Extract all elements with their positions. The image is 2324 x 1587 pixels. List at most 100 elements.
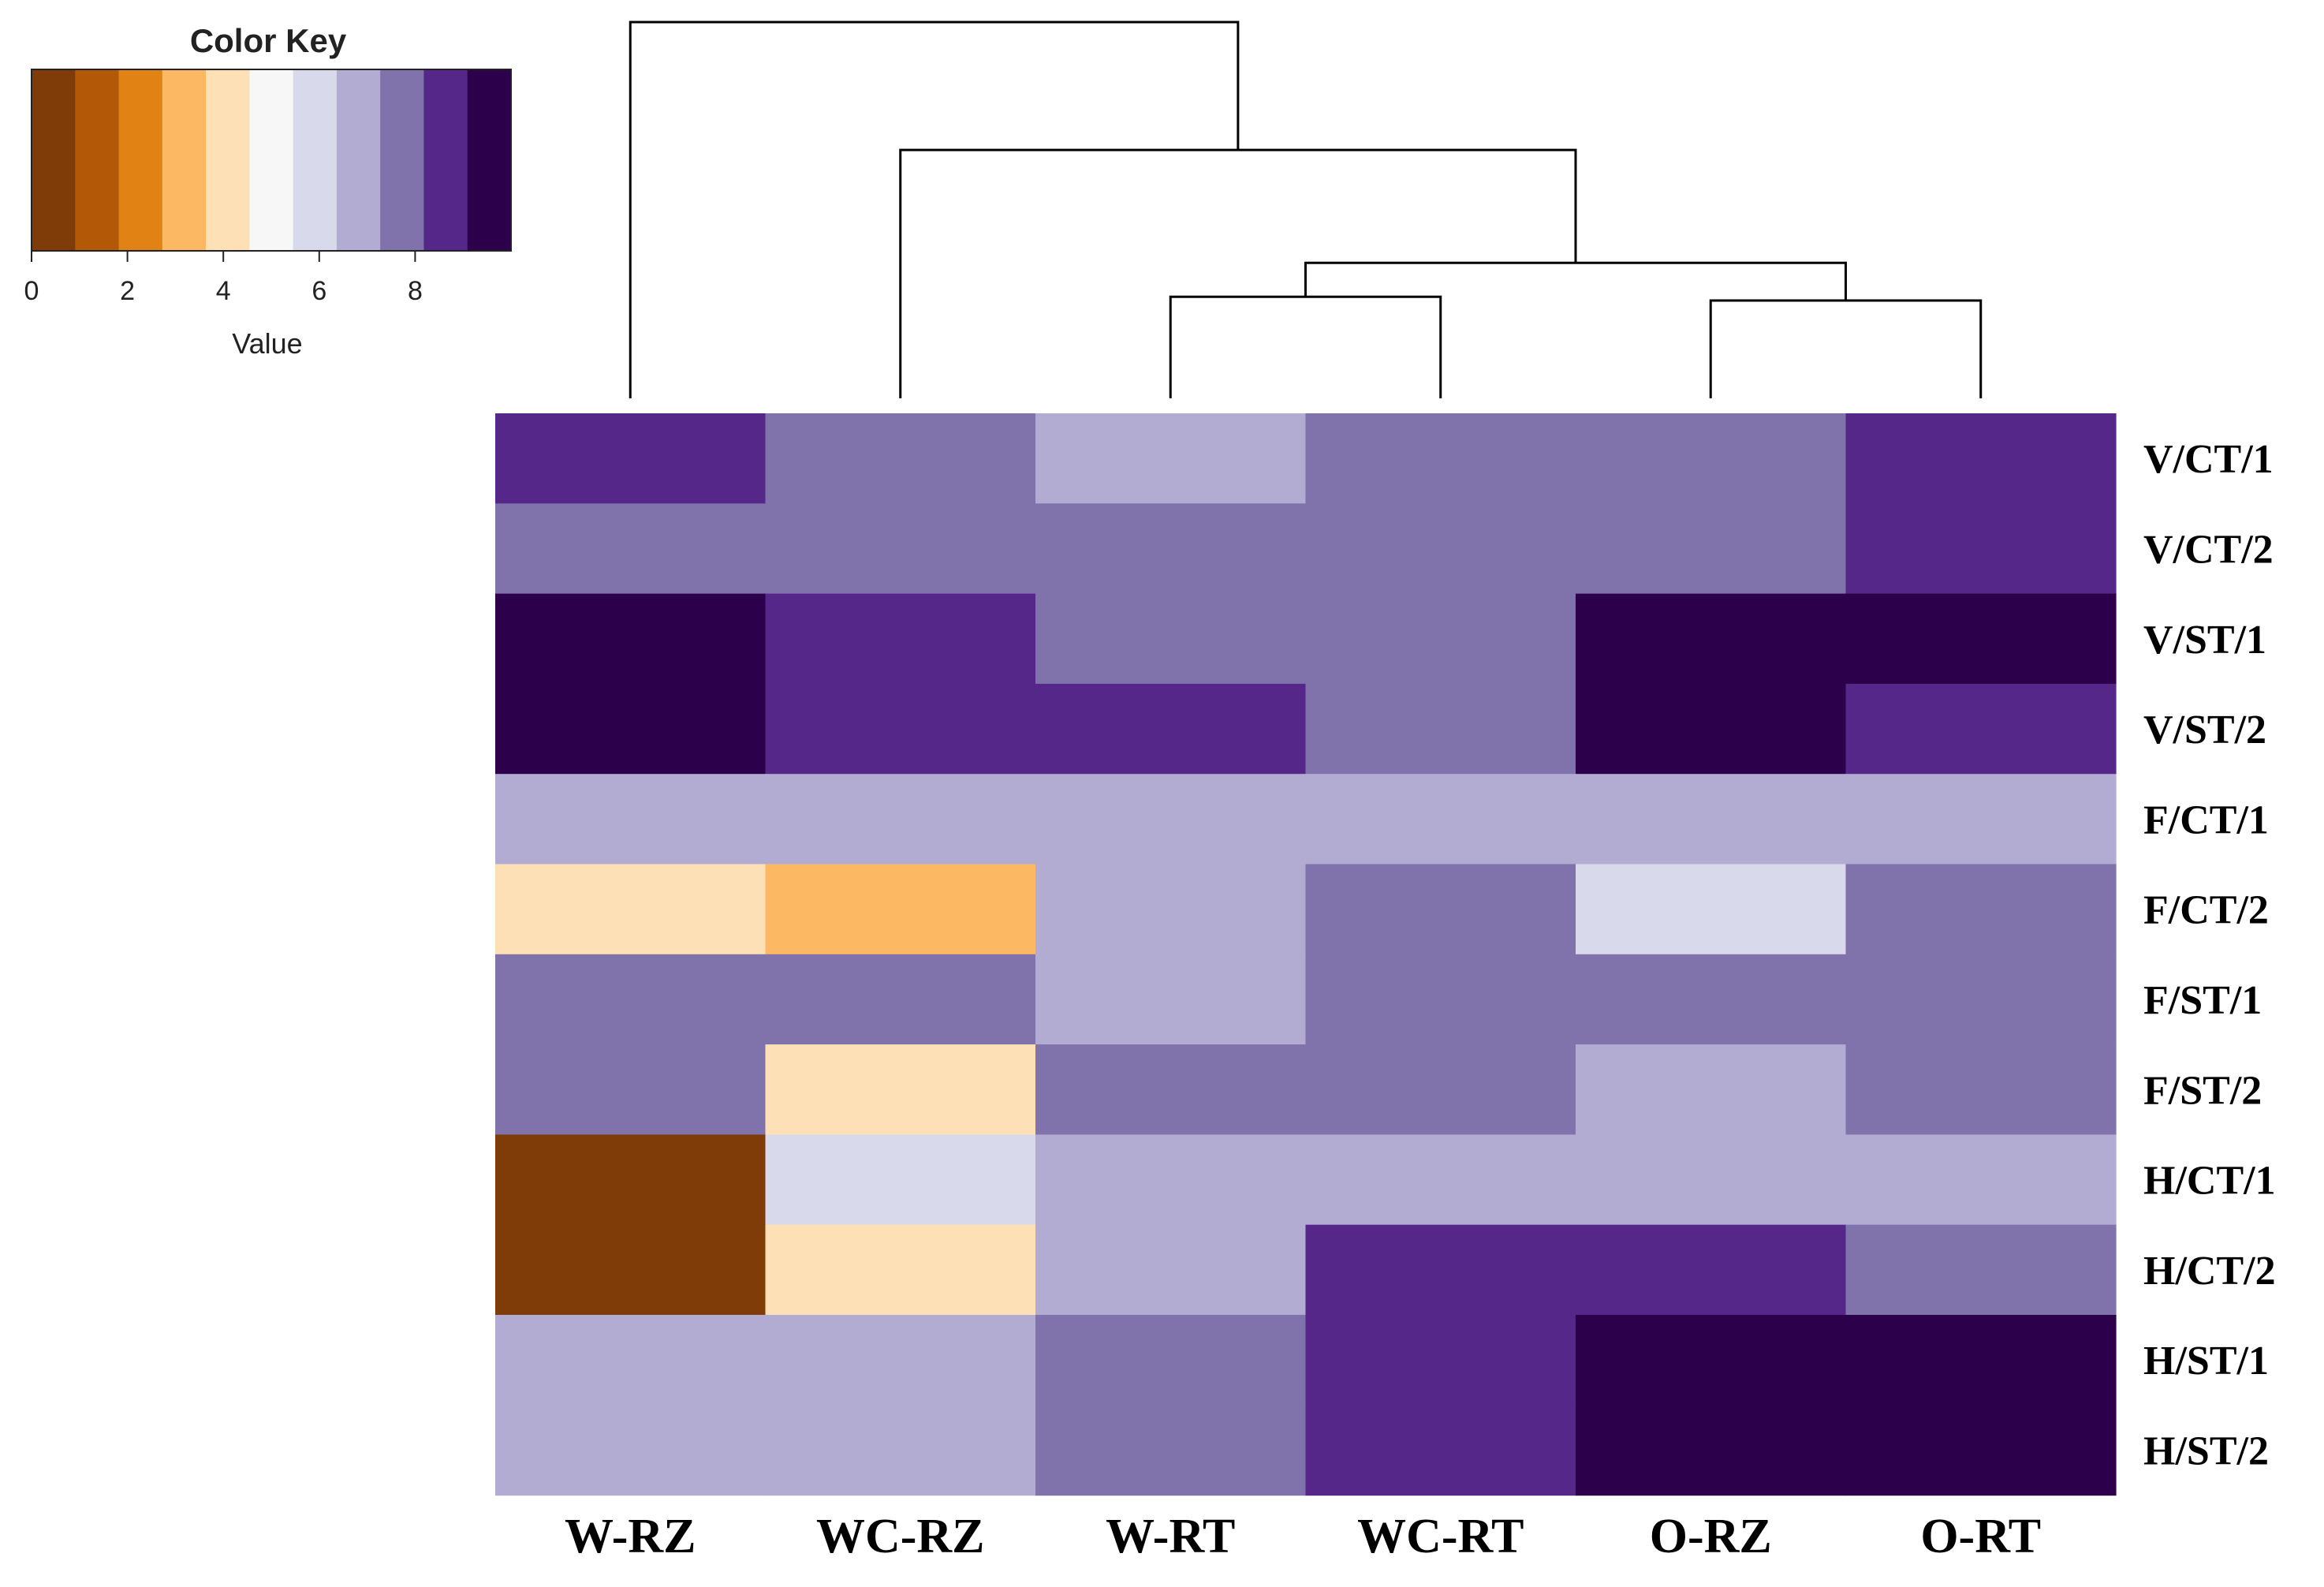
- heatmap-cell: [1845, 864, 2117, 955]
- heatmap-cell: [765, 864, 1036, 955]
- column-label: O-RT: [1920, 1510, 2041, 1563]
- heatmap-cell: [1305, 683, 1576, 775]
- color-key-swatch-9: [423, 69, 468, 251]
- color-key-swatch-4: [206, 69, 250, 251]
- heatmap-cell: [495, 683, 767, 775]
- heatmap-cell: [1576, 1044, 1847, 1135]
- color-key: Color Key 0 2 4 6 8 Value: [24, 22, 512, 360]
- dendrogram-branch: [1709, 299, 1983, 398]
- heatmap-cell: [495, 1315, 767, 1406]
- row-label: H/CT/1: [2143, 1159, 2276, 1204]
- color-key-swatch-6: [293, 69, 338, 251]
- heatmap-cell: [495, 1134, 767, 1226]
- color-key-swatch-1: [75, 69, 120, 251]
- heatmap-cell: [765, 1044, 1036, 1135]
- heatmap-cell: [1035, 864, 1307, 955]
- color-key-xlabel: Value: [232, 327, 302, 360]
- color-key-swatch-2: [118, 69, 163, 251]
- heatmap-cell: [765, 503, 1036, 595]
- heatmap-cell: [1845, 774, 2117, 865]
- color-key-tick-label: 0: [24, 276, 39, 306]
- heatmap-cell: [1035, 1405, 1307, 1496]
- column-labels: W-RZ WC-RZ W-RT WC-RT O-RZ O-RT: [565, 1510, 2041, 1563]
- color-key-swatch-5: [249, 69, 294, 251]
- color-key-tick-label: 6: [311, 276, 326, 306]
- column-label: WC-RZ: [816, 1510, 985, 1563]
- row-labels: V/CT/1 V/CT/2 V/ST/1 V/ST/2 F/CT/1 F/CT/2 F/ST…: [2143, 437, 2276, 1473]
- heatmap-cell: [1845, 1044, 2117, 1135]
- heatmap-cell: [495, 593, 767, 685]
- heatmap-cell: [765, 1224, 1036, 1316]
- heatmap-cell: [1845, 413, 2117, 504]
- heatmap-cell: [1305, 593, 1576, 685]
- color-key-swatches: [32, 69, 512, 251]
- heatmap-cell: [765, 1405, 1036, 1496]
- heatmap-cell: [495, 413, 767, 504]
- heatmap-cell: [1035, 954, 1307, 1045]
- row-label: H/ST/1: [2143, 1339, 2269, 1383]
- row-label: F/ST/1: [2143, 978, 2262, 1023]
- heatmap-cell: [765, 683, 1036, 775]
- dendrogram-branch: [629, 21, 1240, 398]
- heatmap-cell: [1035, 413, 1307, 504]
- heatmap-cell: [1576, 1315, 1847, 1406]
- heatmap-cell: [1576, 1405, 1847, 1496]
- heatmap-cell: [765, 774, 1036, 865]
- row-label: V/CT/1: [2143, 437, 2274, 482]
- heatmap-cell: [1845, 1134, 2117, 1226]
- heatmap-cell: [1576, 593, 1847, 685]
- heatmap-cell: [1035, 1044, 1307, 1135]
- heatmap-cell: [1576, 954, 1847, 1045]
- heatmap-cell: [1845, 1224, 2117, 1316]
- color-key-swatch-3: [162, 69, 207, 251]
- heatmap-cells: [495, 413, 2117, 1496]
- heatmap-cell: [1305, 1405, 1576, 1496]
- heatmap-cell: [1845, 1405, 2117, 1496]
- heatmap-cell: [1576, 864, 1847, 955]
- heatmap-cell: [1035, 1134, 1307, 1226]
- column-label: O-RZ: [1650, 1510, 1772, 1563]
- color-key-swatch-0: [32, 69, 76, 251]
- heatmap-cell: [1845, 593, 2117, 685]
- heatmap-cell: [1305, 1044, 1576, 1135]
- heatmap-cell: [1305, 1134, 1576, 1226]
- heatmap-cell: [1035, 1315, 1307, 1406]
- heatmap-cell: [1035, 774, 1307, 865]
- color-key-title: Color Key: [190, 22, 347, 59]
- color-key-frame: [31, 69, 512, 252]
- column-label: W-RT: [1106, 1510, 1235, 1563]
- heatmap-cell: [1305, 1224, 1576, 1316]
- dendrogram-branch: [1169, 295, 1442, 398]
- color-key-swatch-10: [467, 69, 512, 251]
- heatmap-cell: [1305, 864, 1576, 955]
- row-label: V/CT/2: [2143, 527, 2274, 572]
- heatmap-cell: [765, 413, 1036, 504]
- color-key-swatch-8: [380, 69, 424, 251]
- heatmap-cell: [1845, 1315, 2117, 1406]
- heatmap-cell: [765, 593, 1036, 685]
- heatmap-cell: [765, 1134, 1036, 1226]
- heatmap-cell: [1035, 683, 1307, 775]
- heatmap-cell: [1576, 503, 1847, 595]
- color-key-tick-label: 4: [216, 276, 231, 306]
- heatmap-cell: [1305, 503, 1576, 595]
- column-label: WC-RT: [1357, 1510, 1524, 1563]
- heatmap-cell: [495, 1044, 767, 1135]
- heatmap-cell: [1845, 954, 2117, 1045]
- heatmap-cell: [495, 503, 767, 595]
- dendrogram-branch: [1304, 261, 1847, 301]
- heatmap-cell: [1035, 1224, 1307, 1316]
- heatmap-cell: [1305, 774, 1576, 865]
- heatmap-cell: [1305, 413, 1576, 504]
- row-label: F/ST/2: [2143, 1068, 2262, 1113]
- heatmap-cell: [1576, 774, 1847, 865]
- column-dendrogram: [629, 21, 1983, 398]
- row-label: V/ST/2: [2143, 708, 2266, 752]
- row-label: F/CT/2: [2143, 888, 2269, 933]
- heatmap-cell: [495, 1224, 767, 1316]
- heatmap-cell: [495, 774, 767, 865]
- heatmap-cell: [1576, 1224, 1847, 1316]
- row-label: F/CT/1: [2143, 797, 2269, 842]
- row-label: H/CT/2: [2143, 1249, 2276, 1294]
